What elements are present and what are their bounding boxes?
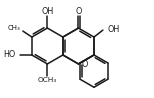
Text: O: O [75,7,82,16]
Text: O: O [81,60,88,69]
Text: OH: OH [41,7,53,16]
Text: OCH₃: OCH₃ [38,77,57,83]
Text: HO: HO [3,50,15,59]
Text: OH: OH [108,25,120,34]
Text: CH₃: CH₃ [7,25,20,31]
